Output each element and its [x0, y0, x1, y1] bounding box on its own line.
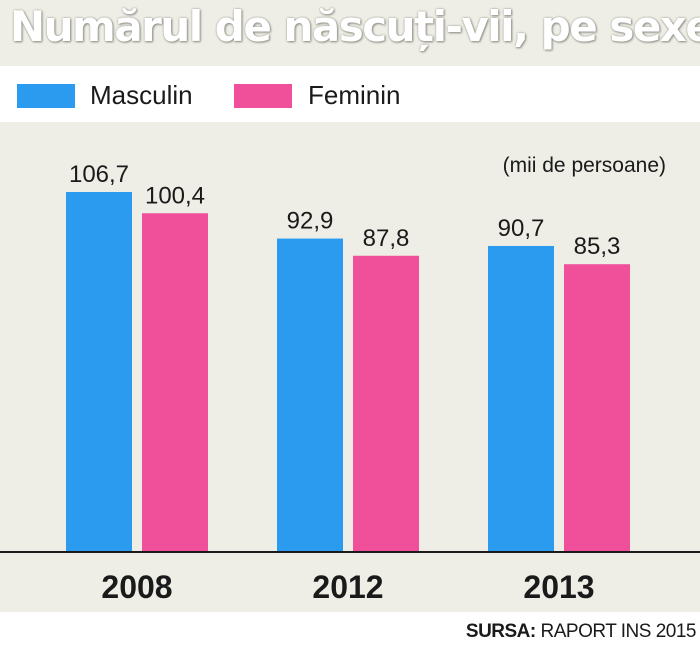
footer: SURSA: RAPORT INS 2015 — [0, 612, 700, 651]
bar-chart: (mii de persoane) 106,7 100,4 2008 92,9 87,8 2… — [0, 154, 700, 605]
chart-title: Numărul de născuți-vii, pe sexe — [10, 2, 700, 51]
unit-note: (mii de persoane) — [503, 154, 666, 177]
x-tick-label-2008: 2008 — [101, 569, 172, 605]
legend-label-masculin: Masculin — [90, 80, 193, 110]
legend-swatch-feminin — [234, 84, 292, 108]
bar-feminin-2008 — [142, 213, 208, 552]
data-label-masculin-2008: 106,7 — [69, 161, 129, 188]
data-label-masculin-2012: 92,9 — [287, 208, 334, 235]
bar-feminin-2013 — [564, 264, 630, 552]
bar-masculin-2013 — [488, 245, 554, 552]
data-label-masculin-2013: 90,7 — [498, 215, 545, 242]
x-tick-label-2012: 2012 — [312, 569, 383, 605]
legend: Masculin Feminin — [0, 66, 700, 122]
bar-masculin-2012 — [277, 238, 343, 552]
source-note: SURSA: RAPORT INS 2015 — [465, 621, 697, 643]
source-text: RAPORT INS 2015 — [540, 621, 697, 642]
data-label-feminin-2013: 85,3 — [574, 233, 621, 260]
title-bar: Numărul de născuți-vii, pe sexe — [0, 0, 700, 66]
data-label-feminin-2012: 87,8 — [363, 225, 410, 252]
legend-swatch-masculin — [17, 84, 75, 108]
x-tick-label-2013: 2013 — [523, 569, 594, 605]
plot-area: (mii de persoane) 106,7 100,4 2008 92,9 87,8 2… — [0, 122, 700, 612]
bar-feminin-2012 — [353, 255, 419, 552]
legend-label-feminin: Feminin — [308, 80, 401, 110]
source-label: SURSA: — [465, 621, 536, 642]
bar-masculin-2008 — [66, 192, 132, 552]
data-label-feminin-2008: 100,4 — [145, 182, 205, 209]
